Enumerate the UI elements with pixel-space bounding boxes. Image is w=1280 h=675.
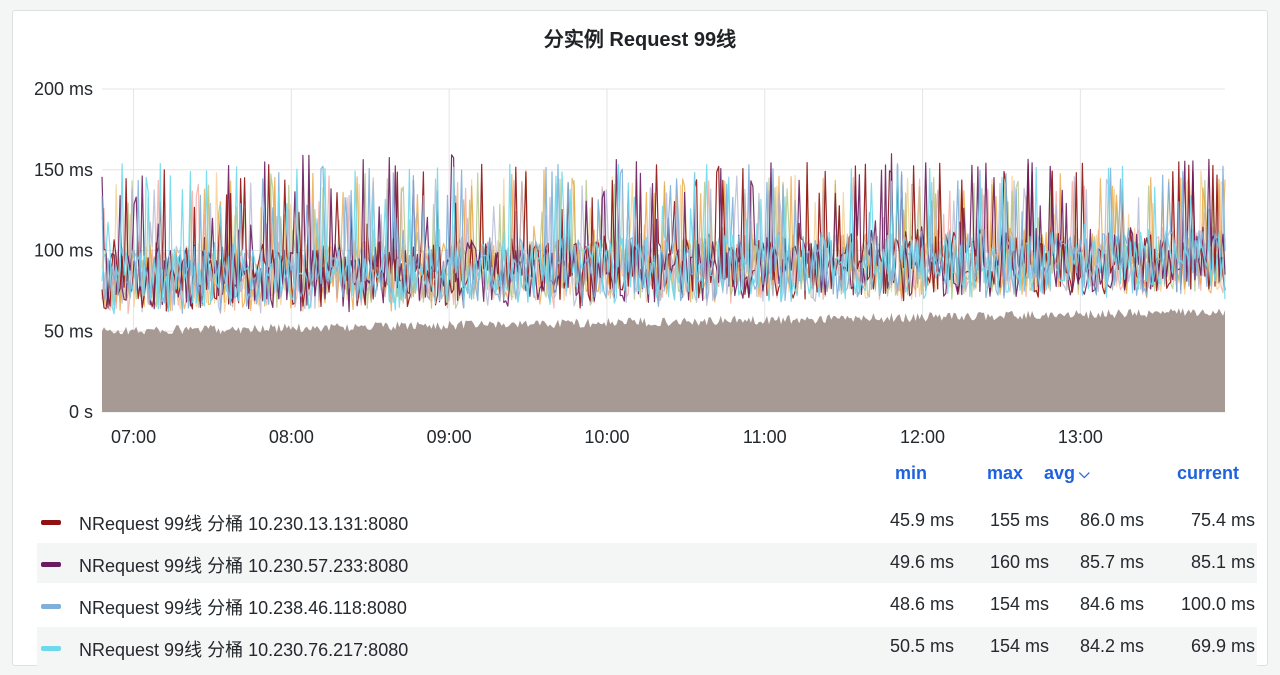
series-current: 75.4 ms <box>1190 510 1255 530</box>
legend-header-avg-label: avg <box>1044 463 1076 483</box>
series-min: 49.6 ms <box>889 552 954 572</box>
legend-row[interactable]: NRequest 99线 分桶 10.230.57.233:8080 49.6 … <box>37 543 1257 583</box>
series-color-swatch[interactable] <box>41 646 61 651</box>
x-tick-label: 12:00 <box>900 427 945 447</box>
series-current: 69.9 ms <box>1190 636 1255 656</box>
x-tick-label: 10:00 <box>584 427 629 447</box>
series-name[interactable]: NRequest 99线 分桶 10.238.46.118:8080 <box>79 598 407 618</box>
chart-area[interactable]: 0 s 50 ms 100 ms 150 ms 200 ms 07:00 08:00 09:0… <box>13 11 1267 456</box>
chart-panel: 分实例 Request 99线 0 s 50 ms 100 ms 150 ms 200 … <box>12 10 1268 669</box>
legend-row[interactable]: NRequest 99线 分桶 10.230.13.131:8080 45.9 … <box>37 501 1257 541</box>
series-line <box>101 162 1226 315</box>
series-name[interactable]: NRequest 99线 分桶 10.230.13.131:8080 <box>79 514 409 534</box>
series-avg: 85.7 ms <box>1079 552 1144 572</box>
y-tick-label: 150 ms <box>34 160 93 180</box>
legend-row[interactable]: NRequest 99线 分桶 10.230.76.217:8080 50.5 … <box>37 627 1257 667</box>
series-name[interactable]: NRequest 99线 分桶 10.230.57.233:8080 <box>79 556 409 576</box>
x-tick-label: 08:00 <box>269 427 314 447</box>
y-tick-label: 200 ms <box>34 79 93 99</box>
series-max: 154 ms <box>989 636 1049 656</box>
series-max: 155 ms <box>989 510 1049 530</box>
chevron-down-icon: ⌵ <box>1079 465 1090 481</box>
legend-row[interactable]: NRequest 99线 分桶 10.238.46.118:8080 48.6 … <box>37 585 1257 625</box>
series-color-swatch[interactable] <box>41 520 61 525</box>
panel-title[interactable]: 分实例 Request 99线 <box>543 29 737 51</box>
x-tick-label: 09:00 <box>427 427 472 447</box>
series-avg: 84.6 ms <box>1079 594 1144 614</box>
series-current: 100.0 ms <box>1180 594 1255 614</box>
series-max: 160 ms <box>989 552 1049 572</box>
y-tick-label: 100 ms <box>34 241 93 261</box>
x-tick-label: 07:00 <box>111 427 156 447</box>
series-avg: 86.0 ms <box>1079 510 1144 530</box>
series-min: 48.6 ms <box>889 594 954 614</box>
series-color-swatch[interactable] <box>41 604 61 609</box>
series-avg: 84.2 ms <box>1079 636 1144 656</box>
legend-header-current[interactable]: current <box>1176 463 1239 483</box>
y-tick-label: 50 ms <box>44 321 93 341</box>
series-max: 154 ms <box>989 594 1049 614</box>
series-color-swatch[interactable] <box>41 562 61 567</box>
area-fill-floor <box>102 308 1225 412</box>
series-min: 45.9 ms <box>889 510 954 530</box>
series-current: 85.1 ms <box>1190 552 1255 572</box>
y-tick-label: 0 s <box>69 402 93 422</box>
series-min: 50.5 ms <box>889 636 954 656</box>
x-tick-label: 11:00 <box>743 427 787 447</box>
legend-header-min[interactable]: min <box>894 463 927 483</box>
series-name[interactable]: NRequest 99线 分桶 10.230.76.217:8080 <box>79 640 409 660</box>
legend-table: min max avg ⌵ current NRequest 99线 分桶 10.… <box>37 463 1257 669</box>
x-tick-label: 13:00 <box>1058 427 1103 447</box>
legend-header: min max avg ⌵ current <box>37 463 1257 501</box>
legend-header-avg[interactable]: avg ⌵ <box>1044 463 1134 484</box>
legend-header-max[interactable]: max <box>986 463 1023 483</box>
